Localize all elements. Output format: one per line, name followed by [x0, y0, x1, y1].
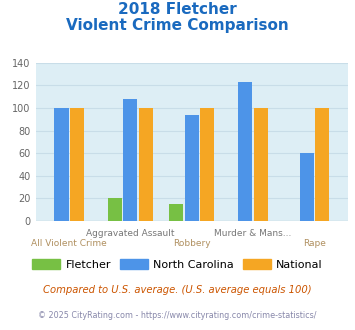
Bar	[108, 198, 122, 221]
Bar	[200, 108, 214, 221]
Text: Violent Crime Comparison: Violent Crime Comparison	[66, 18, 289, 33]
Text: © 2025 CityRating.com - https://www.cityrating.com/crime-statistics/: © 2025 CityRating.com - https://www.city…	[38, 311, 317, 320]
Bar	[169, 204, 184, 221]
Bar	[185, 115, 199, 221]
Bar	[139, 108, 153, 221]
Bar	[70, 108, 84, 221]
Text: Robbery: Robbery	[173, 239, 211, 248]
Bar	[300, 153, 313, 221]
Text: 2018 Fletcher: 2018 Fletcher	[118, 2, 237, 16]
Bar	[253, 108, 268, 221]
Bar	[238, 82, 252, 221]
Bar	[124, 99, 137, 221]
Bar	[315, 108, 329, 221]
Legend: Fletcher, North Carolina, National: Fletcher, North Carolina, National	[28, 255, 327, 274]
Bar	[54, 108, 69, 221]
Text: Rape: Rape	[303, 239, 326, 248]
Text: Murder & Mans...: Murder & Mans...	[214, 229, 292, 238]
Text: All Violent Crime: All Violent Crime	[31, 239, 107, 248]
Text: Aggravated Assault: Aggravated Assault	[86, 229, 175, 238]
Text: Compared to U.S. average. (U.S. average equals 100): Compared to U.S. average. (U.S. average …	[43, 285, 312, 295]
